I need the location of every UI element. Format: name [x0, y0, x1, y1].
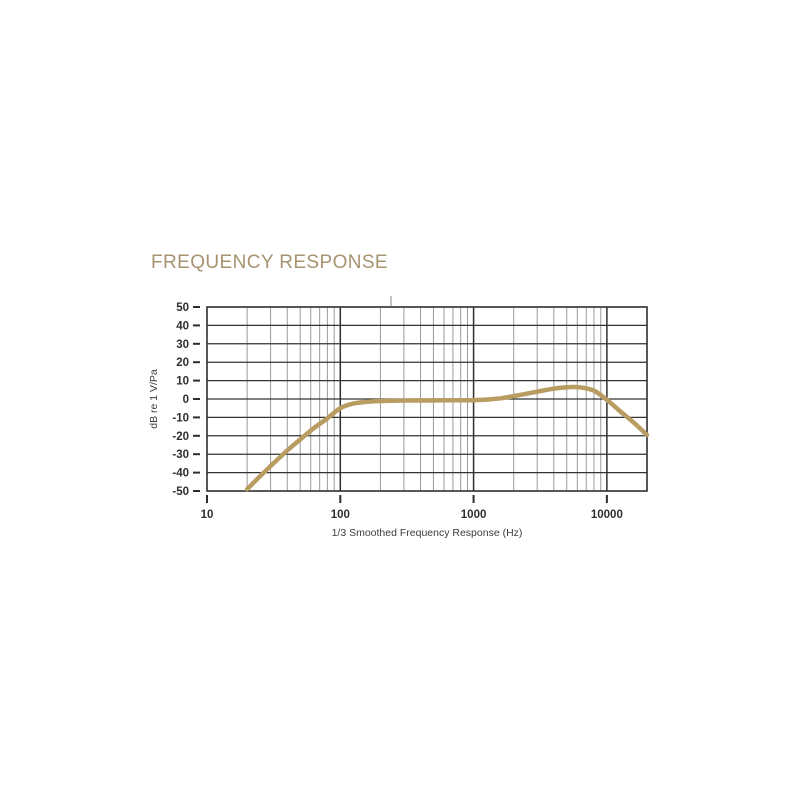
x-axis-title: 1/3 Smoothed Frequency Response (Hz)	[332, 527, 523, 539]
x-tick-label: 1000	[461, 509, 487, 521]
x-tick-label: 10000	[591, 509, 623, 521]
y-tick-label: 20	[176, 357, 189, 369]
y-tick-label: -50	[172, 486, 189, 498]
y-tick-label: -10	[172, 412, 189, 424]
response-curve	[244, 384, 650, 492]
y-tick-label: 50	[176, 302, 189, 314]
y-tick-label: 10	[176, 376, 189, 388]
y-tick-label: 0	[183, 394, 189, 406]
y-tick-label: -40	[172, 468, 189, 480]
x-tick-label: 10	[201, 509, 214, 521]
y-tick-label: 40	[176, 320, 189, 332]
plot-border	[206, 306, 648, 492]
y-axis-title: dB re 1 V/Pa	[148, 369, 160, 429]
frequency-response-chart: 50 40 30 20 10 0 -10 -20 -30 -40 -50 10 100 1000 10000…	[140, 285, 680, 550]
chart-title: FREQUENCY RESPONSE	[151, 252, 389, 273]
y-tick-label: 30	[176, 339, 189, 351]
x-tick-label: 100	[331, 509, 350, 521]
y-tick-label: -20	[172, 431, 189, 443]
y-tick-label: -30	[172, 449, 189, 461]
